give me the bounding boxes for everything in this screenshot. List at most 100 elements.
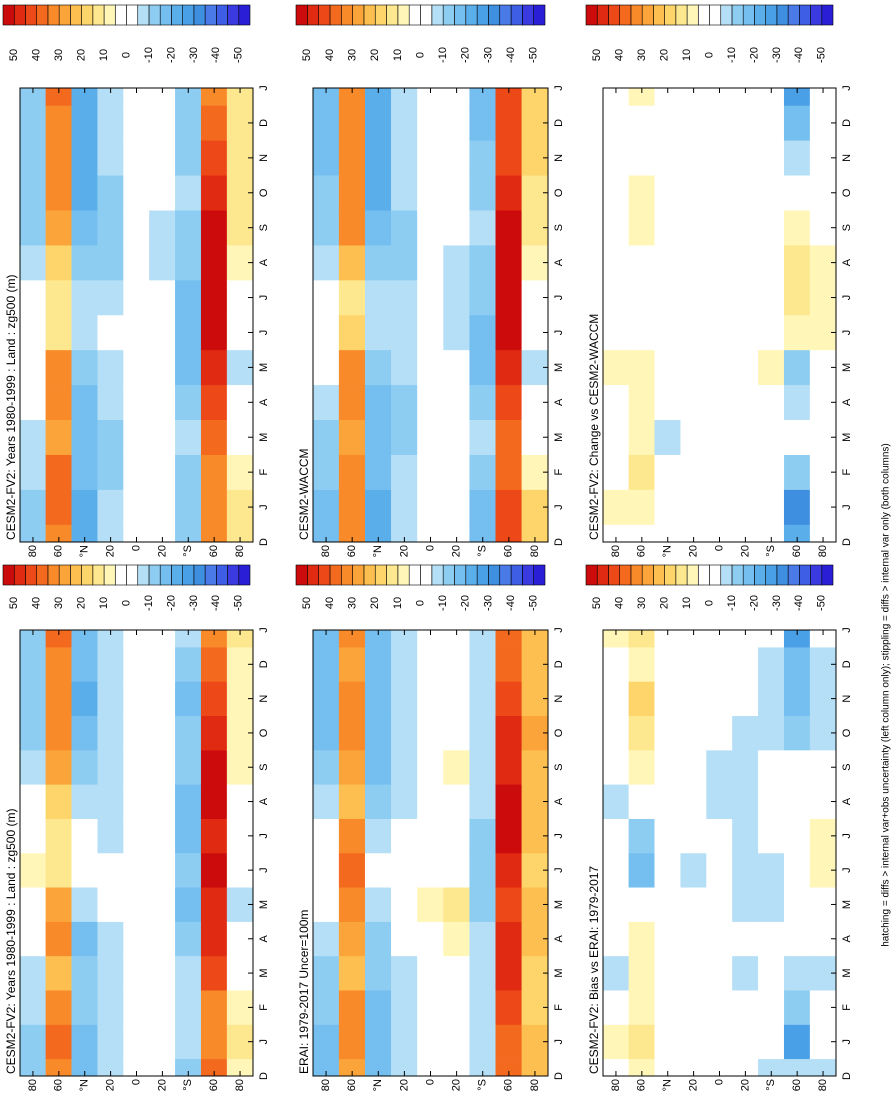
field-cell: [200, 384, 228, 421]
field-cell: [123, 818, 150, 854]
field-cell: [338, 384, 366, 421]
field-cell: [628, 646, 656, 682]
y-tick-label: 60: [53, 545, 65, 557]
field-cell: [758, 852, 785, 888]
field-cell: [19, 384, 47, 421]
field-cell: [680, 646, 707, 682]
field-cell: [175, 140, 202, 176]
colorbar-label: 20: [75, 49, 87, 61]
field-cell: [443, 852, 470, 888]
field-cell: [783, 279, 811, 316]
field-cell: [654, 921, 681, 957]
field-cell: [71, 244, 98, 281]
x-tick-label: J: [553, 867, 565, 873]
field-cell: [732, 384, 759, 421]
panel-title: ERAI: 1979-2017 Uncer=100m: [297, 910, 311, 1074]
colorbar-box: [821, 564, 834, 586]
field-cell: [602, 681, 630, 717]
colorbar-box: [408, 564, 421, 586]
field-cell: [338, 852, 366, 888]
field-cell: [312, 140, 340, 176]
field-cell: [149, 209, 176, 246]
field-cell: [391, 209, 418, 246]
y-tick-label: 60: [503, 545, 515, 557]
field-cell: [19, 646, 47, 682]
x-tick-label: D: [258, 660, 270, 668]
colorbar-box: [171, 4, 183, 26]
field-cell: [783, 489, 811, 525]
colorbar-box: [533, 4, 546, 26]
field-cell: [602, 454, 630, 490]
field-cell: [200, 749, 228, 785]
colorbar-label: -50: [816, 47, 828, 63]
field-cell: [200, 105, 228, 141]
field-cell: [149, 279, 176, 316]
field-cell: [123, 105, 150, 141]
field-cell: [97, 244, 124, 281]
field-cell: [758, 244, 785, 281]
field-cell: [443, 715, 470, 751]
field-cell: [758, 384, 785, 421]
field-cell: [706, 244, 733, 281]
field-cell: [732, 989, 759, 1025]
colorbar-box: [193, 564, 206, 586]
colorbar-box: [431, 4, 444, 26]
field-cell: [602, 818, 630, 854]
field-cell: [391, 681, 418, 717]
field-cell: [602, 209, 630, 246]
field-cell: [364, 681, 392, 717]
field-cell: [123, 715, 150, 751]
field-cell: [175, 921, 202, 957]
colorbar-box: [776, 4, 789, 26]
x-tick-label: S: [553, 224, 565, 231]
field-cell: [417, 955, 444, 991]
x-tick-label: S: [841, 764, 853, 771]
field-cell: [417, 818, 444, 854]
field-cell: [654, 989, 681, 1025]
x-tick-label: J: [841, 330, 853, 336]
field-cell: [783, 454, 811, 490]
x-tick-label: J: [553, 504, 565, 510]
field-cell: [200, 784, 228, 819]
field-cell: [71, 384, 98, 421]
y-tick-label: °N: [662, 545, 674, 557]
field-cell: [200, 489, 228, 525]
colorbar-label: -20: [165, 595, 177, 611]
colorbar-box: [193, 4, 206, 26]
field-cell: [758, 489, 785, 525]
colorbar-box: [36, 4, 49, 26]
field-cell: [149, 921, 176, 957]
field-cell: [758, 349, 785, 386]
y-tick-label: 80: [817, 1079, 829, 1091]
field-cell: [312, 818, 340, 854]
colorbar-label: -10: [437, 595, 449, 611]
field-cell: [732, 489, 759, 525]
field-cell: [602, 887, 630, 922]
colorbar-label: 50: [301, 49, 313, 61]
field-cell: [654, 175, 681, 211]
field-cell: [19, 489, 47, 525]
field-cell: [417, 489, 444, 525]
field-cell: [364, 715, 392, 751]
field-cell: [758, 1024, 785, 1060]
field-cell: [443, 489, 470, 525]
field-cell: [758, 140, 785, 176]
field-cell: [338, 1024, 366, 1060]
field-cell: [628, 489, 656, 525]
x-tick-label: O: [841, 188, 853, 197]
field-cell: [45, 921, 73, 957]
field-cell: [628, 419, 656, 455]
field-cell: [19, 818, 47, 854]
panel-title: CESM2-FV2: Years 1980-1999 : Land : zg50…: [4, 809, 18, 1074]
y-tick-label: 80: [234, 545, 246, 557]
field-cell: [175, 784, 202, 819]
field-cell: [758, 887, 785, 922]
field-cell: [97, 279, 124, 316]
field-cell: [417, 105, 444, 141]
field-cell: [71, 314, 98, 351]
field-cell: [443, 314, 470, 351]
field-cell: [391, 852, 418, 888]
x-tick-label: A: [258, 797, 270, 805]
field-cell: [495, 887, 523, 922]
field-cell: [312, 209, 340, 246]
